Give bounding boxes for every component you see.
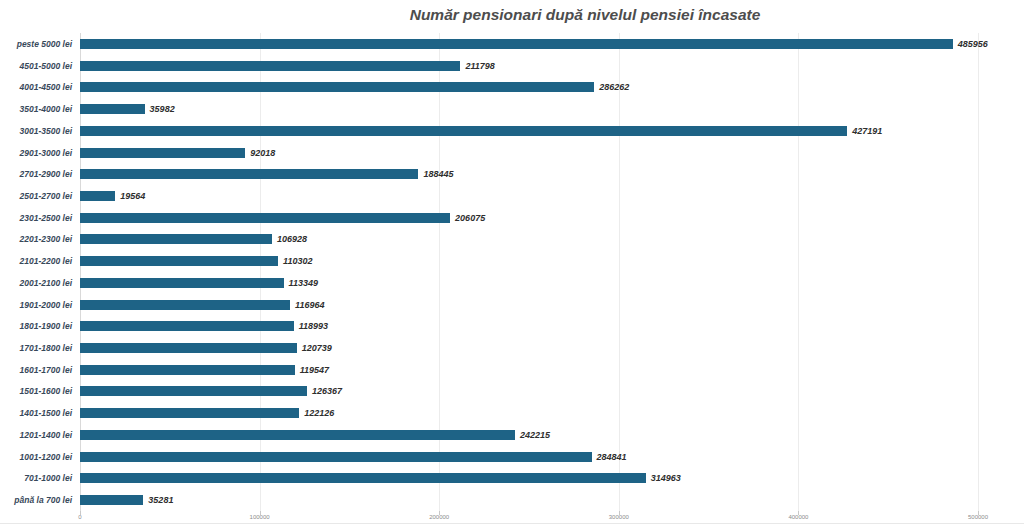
category-label: 4001-4500 lei bbox=[20, 82, 72, 92]
bar bbox=[80, 473, 646, 483]
bar bbox=[80, 430, 515, 440]
bar-row: 4501-5000 lei 211798 bbox=[0, 61, 1024, 71]
bar-row: 2001-2100 lei 113349 bbox=[0, 278, 1024, 288]
category-label: 1701-1800 lei bbox=[20, 343, 72, 353]
bar-row: 3001-3500 lei 427191 bbox=[0, 126, 1024, 136]
category-label: 2101-2200 lei bbox=[20, 256, 72, 266]
bar-row: 2301-2500 lei 206075 bbox=[0, 213, 1024, 223]
bar bbox=[80, 256, 278, 266]
value-label: 206075 bbox=[455, 213, 485, 223]
value-label: 122126 bbox=[304, 408, 334, 418]
bar-row: 2501-2700 lei 19564 bbox=[0, 191, 1024, 201]
bar bbox=[80, 300, 290, 310]
bar-row: 1901-2000 lei 116964 bbox=[0, 300, 1024, 310]
value-label: 427191 bbox=[852, 126, 882, 136]
bar-row: 2201-2300 lei 106928 bbox=[0, 234, 1024, 244]
value-label: 188445 bbox=[423, 169, 453, 179]
pension-bar-chart: Număr pensionari după nivelul pensiei în… bbox=[0, 0, 1024, 525]
bar-row: 2101-2200 lei 110302 bbox=[0, 256, 1024, 266]
bar-row: 2901-3000 lei 92018 bbox=[0, 148, 1024, 158]
value-label: 242215 bbox=[520, 430, 550, 440]
category-label: până la 700 lei bbox=[14, 495, 72, 505]
bar bbox=[80, 82, 594, 92]
value-label: 314963 bbox=[651, 473, 681, 483]
bar bbox=[80, 126, 847, 136]
value-label: 92018 bbox=[250, 148, 275, 158]
bar-row: peste 5000 lei 485956 bbox=[0, 39, 1024, 49]
bar bbox=[80, 104, 145, 114]
bar-row: 1701-1800 lei 120739 bbox=[0, 343, 1024, 353]
bar-row: 1001-1200 lei 284841 bbox=[0, 452, 1024, 462]
category-label: 4501-5000 lei bbox=[20, 61, 72, 71]
bar-row: până la 700 lei 35281 bbox=[0, 495, 1024, 505]
bar bbox=[80, 408, 299, 418]
category-label: peste 5000 lei bbox=[17, 39, 72, 49]
bar-row: 701-1000 lei 314963 bbox=[0, 473, 1024, 483]
bar bbox=[80, 148, 245, 158]
category-label: 1001-1200 lei bbox=[20, 452, 72, 462]
category-label: 2901-3000 lei bbox=[20, 148, 72, 158]
category-label: 1201-1400 lei bbox=[20, 430, 72, 440]
category-label: 3001-3500 lei bbox=[20, 126, 72, 136]
bar bbox=[80, 39, 953, 49]
value-label: 19564 bbox=[120, 191, 145, 201]
category-label: 1601-1700 lei bbox=[20, 365, 72, 375]
bar bbox=[80, 191, 115, 201]
value-label: 286262 bbox=[599, 82, 629, 92]
category-label: 3501-4000 lei bbox=[20, 104, 72, 114]
bar-row: 1501-1600 lei 126367 bbox=[0, 386, 1024, 396]
bar bbox=[80, 61, 460, 71]
bar-row: 1401-1500 lei 122126 bbox=[0, 408, 1024, 418]
value-label: 120739 bbox=[302, 343, 332, 353]
x-axis-tick-label: 0 bbox=[78, 514, 81, 520]
category-label: 1801-1900 lei bbox=[20, 321, 72, 331]
bar bbox=[80, 343, 297, 353]
value-label: 106928 bbox=[277, 234, 307, 244]
value-label: 485956 bbox=[958, 39, 988, 49]
value-label: 126367 bbox=[312, 386, 342, 396]
value-label: 211798 bbox=[465, 61, 494, 71]
value-label: 284841 bbox=[597, 452, 627, 462]
value-label: 118993 bbox=[299, 321, 328, 331]
bar bbox=[80, 365, 295, 375]
bar-row: 3501-4000 lei 35982 bbox=[0, 104, 1024, 114]
bar bbox=[80, 321, 294, 331]
bar bbox=[80, 169, 418, 179]
category-label: 1901-2000 lei bbox=[20, 300, 72, 310]
x-axis-tick-label: 500000 bbox=[968, 514, 988, 520]
x-axis-tick-label: 300000 bbox=[609, 514, 629, 520]
value-label: 116964 bbox=[295, 300, 324, 310]
chart-title: Număr pensionari după nivelul pensiei în… bbox=[410, 6, 761, 24]
value-label: 35982 bbox=[150, 104, 175, 114]
bar bbox=[80, 495, 143, 505]
category-label: 1501-1600 lei bbox=[20, 386, 72, 396]
category-label: 701-1000 lei bbox=[24, 473, 72, 483]
bar-row: 1801-1900 lei 118993 bbox=[0, 321, 1024, 331]
category-label: 2001-2100 lei bbox=[20, 278, 72, 288]
x-axis-tick-label: 200000 bbox=[429, 514, 449, 520]
value-label: 35281 bbox=[148, 495, 173, 505]
bar-row: 1201-1400 lei 242215 bbox=[0, 430, 1024, 440]
category-label: 2501-2700 lei bbox=[20, 191, 72, 201]
value-label: 113349 bbox=[289, 278, 318, 288]
value-label: 110302 bbox=[283, 256, 312, 266]
x-axis-tick-label: 400000 bbox=[788, 514, 808, 520]
bar-row: 4001-4500 lei 286262 bbox=[0, 82, 1024, 92]
category-label: 1401-1500 lei bbox=[20, 408, 72, 418]
bar-row: 1601-1700 lei 119547 bbox=[0, 365, 1024, 375]
category-label: 2301-2500 lei bbox=[20, 213, 72, 223]
category-label: 2201-2300 lei bbox=[20, 234, 72, 244]
chart-bottom-border bbox=[0, 523, 1024, 524]
bar bbox=[80, 213, 450, 223]
bar bbox=[80, 278, 284, 288]
bar bbox=[80, 234, 272, 244]
bar bbox=[80, 452, 592, 462]
bar bbox=[80, 386, 307, 396]
x-axis-tick-label: 100000 bbox=[250, 514, 270, 520]
bar-row: 2701-2900 lei 188445 bbox=[0, 169, 1024, 179]
category-label: 2701-2900 lei bbox=[20, 169, 72, 179]
value-label: 119547 bbox=[300, 365, 329, 375]
